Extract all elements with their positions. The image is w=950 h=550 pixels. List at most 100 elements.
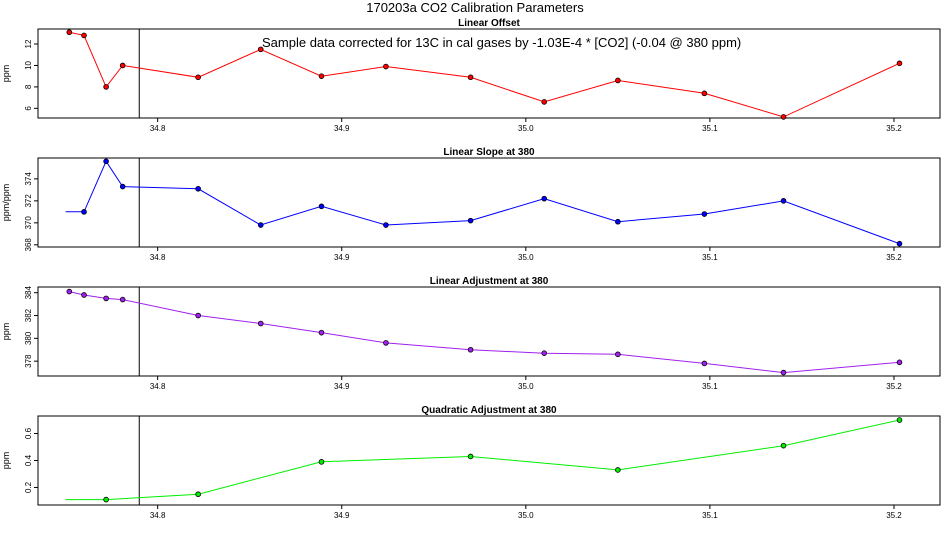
panel-4-title: Quadratic Adjustment at 380 xyxy=(421,405,557,416)
panel-3-data-point xyxy=(81,292,87,298)
panel-1-title: Linear Offset xyxy=(458,18,520,29)
panel-3-frame xyxy=(37,286,941,377)
panel-3-ytick-label: 384 xyxy=(24,285,33,299)
panel-3-series-line xyxy=(69,291,900,374)
panel-4-data-point xyxy=(615,467,621,473)
panel-2-data-point xyxy=(541,195,548,202)
panel-1-ytick-label: 8 xyxy=(24,84,33,89)
panel-2-ytick-label: 372 xyxy=(24,194,33,208)
panel-4-data-point xyxy=(318,459,325,465)
panel-2-data-point xyxy=(780,198,787,204)
panel-2-data-point xyxy=(896,240,903,247)
panel-4-data-point xyxy=(103,496,109,503)
panel-3-data-point xyxy=(195,312,201,319)
figure-title: 170203a CO2 Calibration Parameters xyxy=(366,0,584,15)
panel-2-data-point xyxy=(81,209,87,215)
panel-3-data-point xyxy=(896,359,903,366)
panel-2-xtick-label: 35.2 xyxy=(886,253,902,262)
panel-1-ytick-label: 12 xyxy=(24,39,33,48)
panel-2-data-point xyxy=(257,222,264,228)
panel-1-xtick-label: 34.8 xyxy=(150,124,166,133)
panel-4-xtick-label: 35.0 xyxy=(518,511,534,520)
panel-4-series-line xyxy=(65,419,900,501)
panel-2-data-point xyxy=(615,218,621,225)
panel-2-ytick-label: 368 xyxy=(24,238,33,252)
panel-1-data-point xyxy=(780,114,787,120)
panel-1-data-point xyxy=(615,77,621,84)
panel-1-data-point xyxy=(195,74,201,81)
panel-4-xtick-label: 34.8 xyxy=(150,511,166,520)
panel-4-data-point xyxy=(896,417,903,423)
panel-3-data-point xyxy=(66,288,73,295)
panel-2-title: Linear Slope at 380 xyxy=(443,147,535,158)
panel-2-data-point xyxy=(195,185,201,192)
panel-2-series-line xyxy=(65,160,900,245)
panel-1-ytick-label: 6 xyxy=(24,106,33,111)
panel-1-series-line xyxy=(69,31,900,118)
panel-3-ytick-label: 378 xyxy=(24,354,33,368)
panel-2-xtick-label: 35.0 xyxy=(518,253,534,262)
panel-4-data-point xyxy=(467,453,474,460)
panel-3-xtick-label: 34.8 xyxy=(150,382,166,391)
panel-2-data-point xyxy=(701,211,708,217)
panel-2-data-point xyxy=(383,222,389,228)
panel-4-xtick-label: 35.2 xyxy=(886,511,902,520)
panel-3-data-point xyxy=(318,329,325,336)
panel-3-ytick-label: 382 xyxy=(24,308,33,322)
panel-2-data-point xyxy=(467,217,474,224)
panel-1-xtick-label: 35.1 xyxy=(702,124,718,133)
panel-3-data-point xyxy=(383,340,389,346)
panel-3-xtick-label: 34.9 xyxy=(334,382,350,391)
panel-2-xtick-label: 34.9 xyxy=(334,253,350,262)
panel-1-ylabel: ppm xyxy=(1,65,11,83)
panel-1-data-point xyxy=(103,84,109,90)
panel-4-data-point xyxy=(195,491,201,498)
panel-1-data-point xyxy=(119,62,126,69)
panel-3-title: Linear Adjustment at 380 xyxy=(430,276,549,287)
panel-1-annotation: Sample data corrected for 13C in cal gas… xyxy=(262,35,741,50)
panel-3-data-point xyxy=(467,346,474,353)
panel-1-ytick-label: 10 xyxy=(24,60,33,69)
panel-4-data-point xyxy=(780,442,787,449)
panel-4-xtick-label: 35.1 xyxy=(702,511,718,520)
panel-4-ytick-label: 0.2 xyxy=(24,481,33,493)
panel-1-xtick-label: 35.2 xyxy=(886,124,902,133)
panel-2-ytick-label: 370 xyxy=(24,216,33,230)
panel-3-ylabel: ppm xyxy=(1,323,11,341)
panel-4-frame xyxy=(37,415,941,506)
panel-3-xtick-label: 35.2 xyxy=(886,382,902,391)
panel-2-xtick-label: 34.8 xyxy=(150,253,166,262)
panel-1-frame xyxy=(37,28,941,119)
panel-1-data-point xyxy=(66,29,73,36)
panel-3-data-point xyxy=(119,296,126,303)
panel-2-data-point xyxy=(103,158,109,165)
panel-1-data-point xyxy=(701,90,708,97)
panel-1-data-point xyxy=(257,46,264,53)
panel-1-xtick-label: 35.0 xyxy=(518,124,534,133)
panel-4-ytick-label: 0.4 xyxy=(24,454,33,466)
panel-4-xtick-label: 34.9 xyxy=(334,511,350,520)
panel-2-ylabel: ppm/ppm xyxy=(1,184,11,222)
panel-1-xtick-label: 34.9 xyxy=(334,124,350,133)
panel-1-data-point xyxy=(467,74,474,81)
panel-2-xtick-label: 35.1 xyxy=(702,253,718,262)
panel-3-ytick-label: 380 xyxy=(24,331,33,345)
panel-2-data-point xyxy=(318,203,325,210)
panel-3-data-point xyxy=(615,351,621,358)
panel-1-data-point xyxy=(541,99,548,105)
panel-1-data-point xyxy=(318,73,325,79)
panel-1-data-point xyxy=(383,63,389,70)
panel-4-ytick-label: 0.6 xyxy=(24,427,33,439)
panel-4-ylabel: ppm xyxy=(1,452,11,470)
panel-1-data-point xyxy=(896,60,903,67)
panel-2-frame xyxy=(37,157,941,248)
panel-3-data-point xyxy=(103,295,109,302)
panel-1-data-point xyxy=(81,32,87,39)
panel-3-xtick-label: 35.0 xyxy=(518,382,534,391)
panel-3-data-point xyxy=(701,360,708,367)
panel-3-data-point xyxy=(257,320,264,327)
panel-3-data-point xyxy=(780,369,787,376)
panel-3-data-point xyxy=(541,350,548,356)
panel-2-data-point xyxy=(119,183,126,190)
